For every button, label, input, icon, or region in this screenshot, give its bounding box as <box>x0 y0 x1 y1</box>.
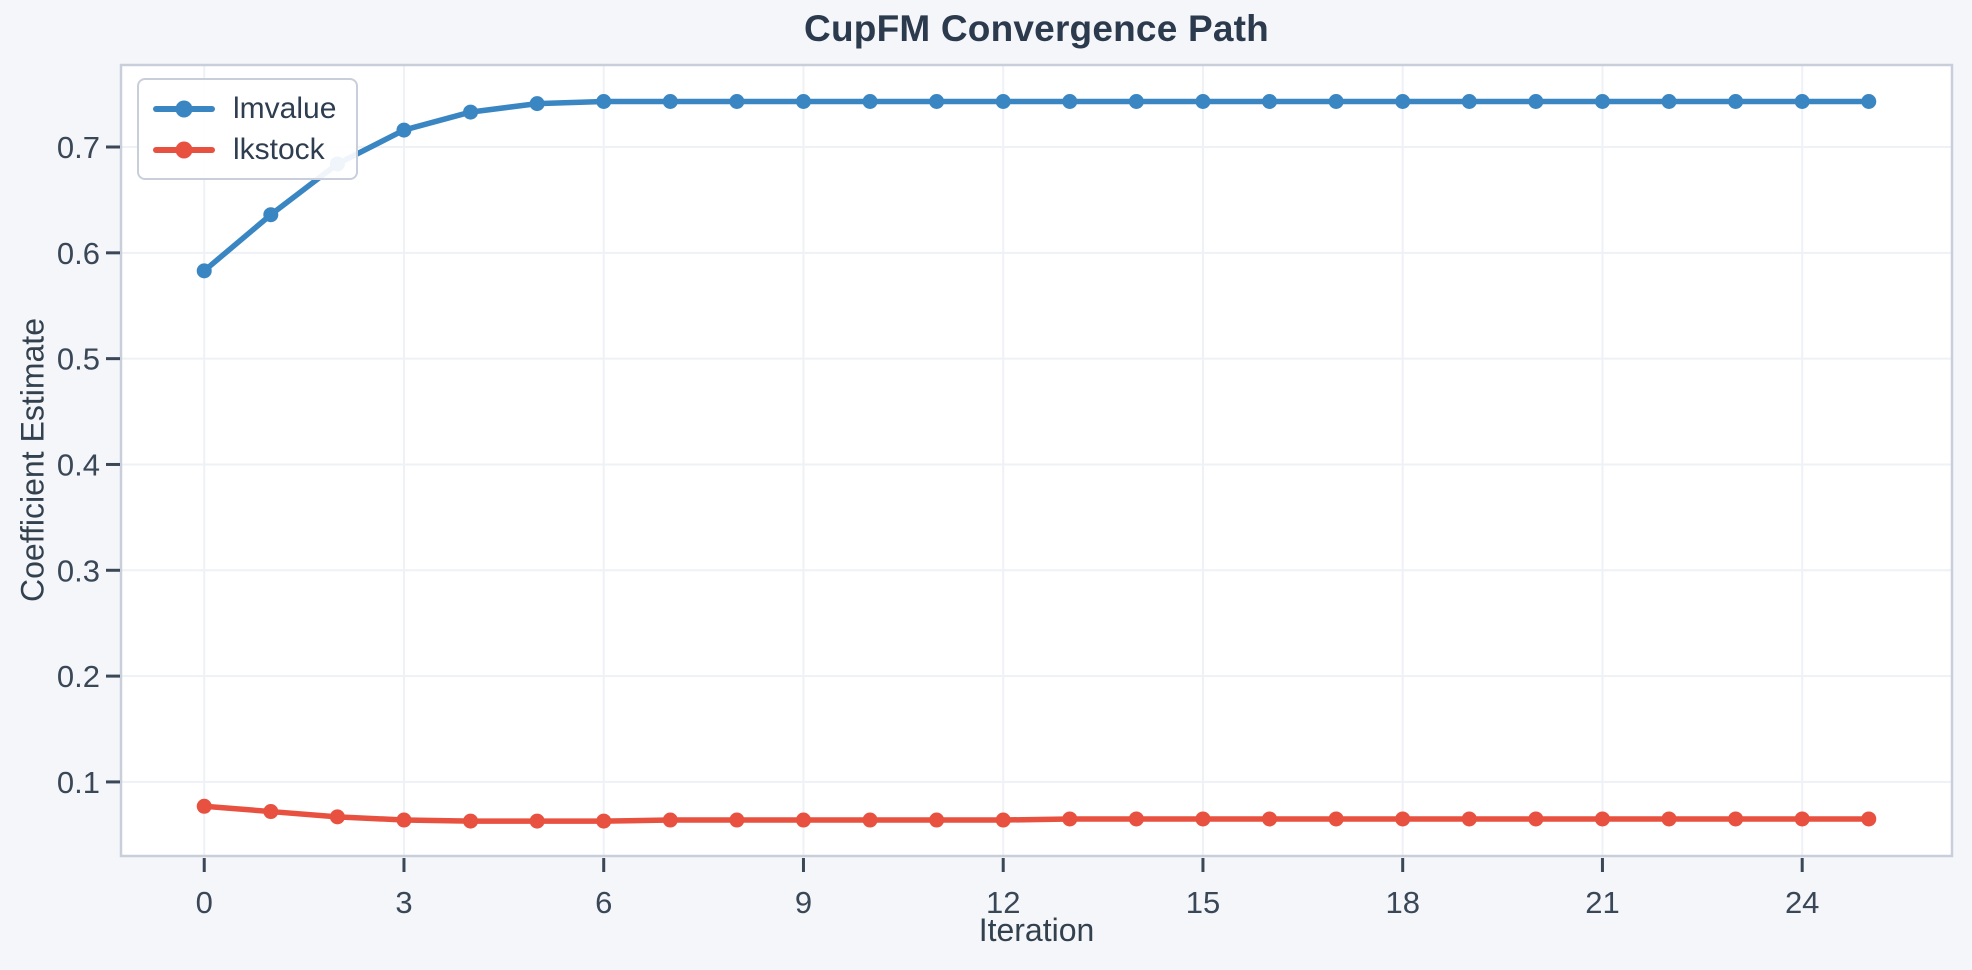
data-point-lmvalue <box>1728 94 1744 110</box>
x-tick-label: 24 <box>1785 885 1819 920</box>
data-point-lmvalue <box>1262 94 1278 110</box>
x-tick-label: 6 <box>595 885 612 920</box>
data-point-lkstock <box>862 812 878 828</box>
data-point-lkstock <box>1861 811 1877 827</box>
plot-border <box>119 63 1954 858</box>
data-point-lkstock <box>1328 811 1344 827</box>
series-line-lkstock <box>201 803 1872 824</box>
x-tick-label: 15 <box>1186 885 1220 920</box>
data-point-lmvalue <box>729 94 745 110</box>
data-point-lmvalue <box>396 122 412 138</box>
data-point-lkstock <box>196 798 212 814</box>
series-line-lmvalue <box>201 98 1872 274</box>
data-point-lkstock <box>795 812 811 828</box>
legend-label: lkstock <box>233 132 325 166</box>
data-point-lkstock <box>1594 811 1610 827</box>
data-point-lmvalue <box>1794 94 1810 110</box>
data-point-lkstock <box>263 804 279 820</box>
data-point-lmvalue <box>1461 94 1477 110</box>
legend-line-swatch <box>153 141 215 158</box>
legend-label: lmvalue <box>233 91 337 125</box>
data-point-lkstock <box>1128 811 1144 827</box>
data-point-lkstock <box>995 812 1011 828</box>
legend-marker-dot <box>175 141 193 158</box>
legend-marker-dot <box>175 100 193 117</box>
data-point-lkstock <box>1062 811 1078 827</box>
plot-background <box>121 65 1952 856</box>
y-tick-label: 0.4 <box>57 447 100 482</box>
chart-title: CupFM Convergence Path <box>804 8 1269 49</box>
data-point-lmvalue <box>1528 94 1544 110</box>
data-point-lmvalue <box>1328 94 1344 110</box>
data-point-lmvalue <box>1062 94 1078 110</box>
y-tick-label: 0.5 <box>57 342 100 377</box>
data-point-lmvalue <box>1195 94 1211 110</box>
data-point-lkstock <box>729 812 745 828</box>
data-point-lmvalue <box>263 207 279 223</box>
data-point-lkstock <box>529 813 545 829</box>
data-point-lmvalue <box>1594 94 1610 110</box>
data-point-lkstock <box>596 813 612 829</box>
data-point-lkstock <box>1661 811 1677 827</box>
x-axis-label: Iteration <box>978 912 1095 948</box>
data-point-lkstock <box>1262 811 1278 827</box>
data-point-lkstock <box>929 812 945 828</box>
data-point-lmvalue <box>463 104 479 120</box>
y-tick-label: 0.3 <box>57 553 100 588</box>
y-tick-label: 0.6 <box>57 236 100 271</box>
data-point-lmvalue <box>795 94 811 110</box>
y-axis-label: Coefficient Estimate <box>14 318 51 602</box>
data-point-lmvalue <box>929 94 945 110</box>
x-tick-label: 3 <box>395 885 412 920</box>
data-point-lmvalue <box>1395 94 1411 110</box>
data-point-lmvalue <box>196 263 212 279</box>
legend-line-swatch <box>153 100 215 117</box>
data-point-lmvalue <box>862 94 878 110</box>
data-point-lmvalue <box>596 94 612 110</box>
x-tick-label: 18 <box>1385 885 1419 920</box>
data-point-lmvalue <box>662 94 678 110</box>
data-point-lkstock <box>463 813 479 829</box>
data-point-lkstock <box>1794 811 1810 827</box>
legend-item-lkstock: lkstock <box>153 131 336 168</box>
x-tick-label: 0 <box>196 885 213 920</box>
data-point-lmvalue <box>1661 94 1677 110</box>
data-point-lkstock <box>329 809 345 825</box>
data-point-lmvalue <box>529 96 545 112</box>
data-point-lmvalue <box>995 94 1011 110</box>
y-tick-label: 0.1 <box>57 765 100 800</box>
y-tick-label: 0.7 <box>57 130 100 165</box>
data-point-lkstock <box>396 812 412 828</box>
data-point-lkstock <box>1461 811 1477 827</box>
legend: lmvalue lkstock <box>137 78 359 180</box>
data-point-lkstock <box>1728 811 1744 827</box>
legend-item-lmvalue: lmvalue <box>153 90 336 127</box>
x-tick-label: 21 <box>1585 885 1619 920</box>
x-tick-label: 12 <box>986 885 1020 920</box>
data-point-lkstock <box>1195 811 1211 827</box>
data-point-lmvalue <box>1128 94 1144 110</box>
y-tick-label: 0.2 <box>57 659 100 694</box>
data-point-lkstock <box>662 812 678 828</box>
data-point-lmvalue <box>1861 94 1877 110</box>
data-point-lkstock <box>1395 811 1411 827</box>
data-point-lkstock <box>1528 811 1544 827</box>
x-tick-label: 9 <box>795 885 812 920</box>
